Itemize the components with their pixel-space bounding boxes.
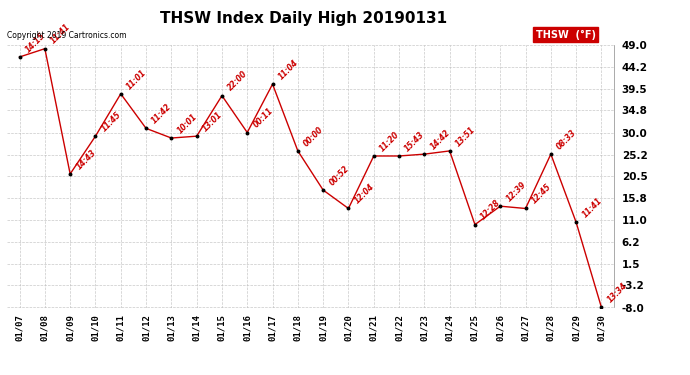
- Text: 00:11: 00:11: [251, 106, 275, 130]
- Text: 12:28: 12:28: [479, 198, 502, 222]
- Point: [267, 81, 278, 87]
- Text: 22:00: 22:00: [226, 69, 250, 93]
- Point: [90, 133, 101, 139]
- Point: [115, 91, 126, 97]
- Point: [419, 151, 430, 157]
- Text: 11:45: 11:45: [99, 110, 123, 134]
- Text: 12:39: 12:39: [504, 180, 528, 203]
- Text: 13:34: 13:34: [606, 281, 629, 305]
- Point: [65, 171, 76, 177]
- Text: Copyright 2019 Cartronics.com: Copyright 2019 Cartronics.com: [7, 31, 126, 40]
- Text: 00:52: 00:52: [327, 164, 351, 187]
- Point: [317, 187, 328, 193]
- Point: [596, 304, 607, 310]
- Point: [39, 46, 50, 52]
- Point: [520, 206, 531, 212]
- Text: 14:43: 14:43: [75, 148, 98, 171]
- Text: 00:00: 00:00: [302, 125, 326, 148]
- Text: 10:01: 10:01: [175, 112, 199, 135]
- Point: [545, 151, 556, 157]
- Text: THSW Index Daily High 20190131: THSW Index Daily High 20190131: [160, 11, 447, 26]
- Point: [571, 219, 582, 225]
- Point: [241, 129, 253, 135]
- Point: [141, 125, 152, 131]
- Text: 15:43: 15:43: [403, 130, 426, 153]
- Point: [14, 54, 25, 60]
- Text: 11:04: 11:04: [277, 58, 300, 81]
- Text: 11:41: 11:41: [580, 196, 604, 219]
- Text: 14:42: 14:42: [428, 128, 452, 152]
- Text: 11:20: 11:20: [378, 130, 402, 153]
- Point: [393, 153, 404, 159]
- Point: [469, 222, 480, 228]
- Point: [444, 148, 455, 154]
- Text: 11:42: 11:42: [150, 102, 174, 126]
- Point: [217, 93, 228, 99]
- Point: [495, 203, 506, 209]
- Point: [293, 148, 304, 154]
- Text: 14:15: 14:15: [23, 31, 47, 54]
- Point: [343, 206, 354, 212]
- Text: 11:41: 11:41: [49, 22, 72, 46]
- Text: 12:45: 12:45: [530, 182, 553, 206]
- Point: [368, 153, 380, 159]
- Text: 08:33: 08:33: [555, 128, 578, 152]
- Text: THSW  (°F): THSW (°F): [536, 30, 596, 40]
- Point: [191, 133, 202, 139]
- Text: 13:01: 13:01: [201, 110, 224, 134]
- Point: [166, 135, 177, 141]
- Text: 11:01: 11:01: [125, 68, 148, 91]
- Text: 13:51: 13:51: [454, 125, 477, 148]
- Text: 12:04: 12:04: [353, 182, 376, 206]
